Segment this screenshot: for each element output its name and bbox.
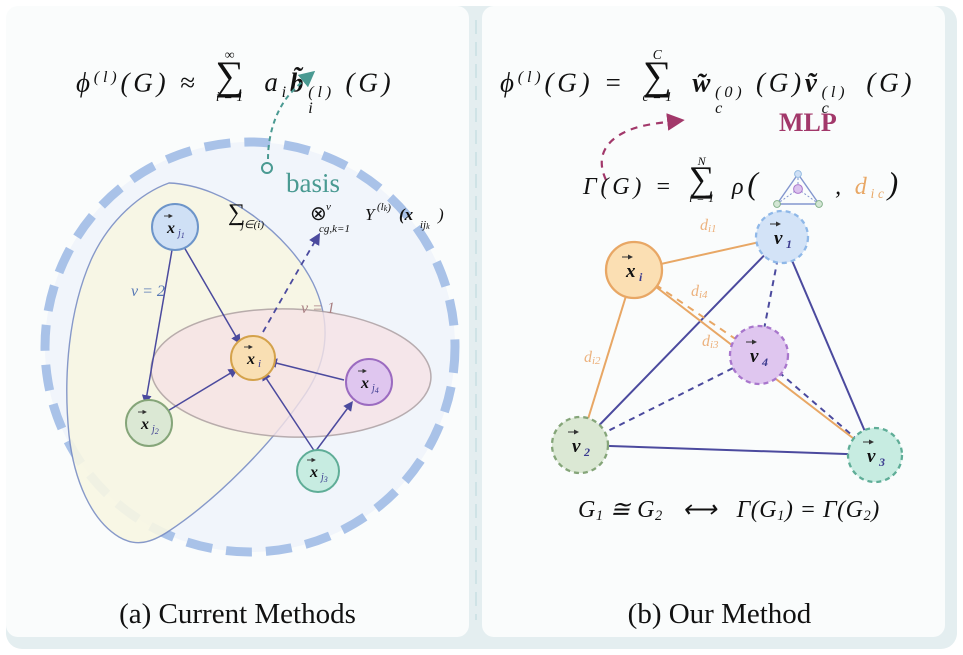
svg-text:x: x bbox=[246, 351, 255, 368]
svg-text:v: v bbox=[867, 446, 876, 467]
svg-text:x: x bbox=[625, 261, 636, 282]
svg-text:i: i bbox=[258, 358, 261, 370]
svg-text:x: x bbox=[360, 375, 369, 392]
svg-text:v: v bbox=[750, 346, 759, 367]
svg-text:di1: di1 bbox=[700, 217, 717, 235]
svg-text:v: v bbox=[774, 228, 783, 249]
svg-text:ν = 2: ν = 2 bbox=[131, 283, 165, 300]
svg-text:basis: basis bbox=[286, 168, 340, 198]
svg-text:x: x bbox=[309, 464, 318, 481]
svg-text:di4: di4 bbox=[691, 283, 708, 301]
svg-text:x: x bbox=[166, 220, 175, 237]
svg-text:j∈𝒭(i): j∈𝒭(i) bbox=[239, 219, 264, 231]
svg-text:ijk: ijk bbox=[420, 219, 430, 231]
svg-text:v: v bbox=[572, 436, 581, 457]
svg-text:4: 4 bbox=[761, 355, 768, 369]
svg-text:): ) bbox=[437, 205, 444, 224]
svg-text:di3: di3 bbox=[702, 333, 719, 351]
svg-text:ν: ν bbox=[326, 201, 331, 213]
svg-text:2: 2 bbox=[583, 445, 590, 459]
svg-text:1: 1 bbox=[786, 237, 792, 251]
svg-text:cg,k=1: cg,k=1 bbox=[319, 223, 350, 235]
svg-text:⊗: ⊗ bbox=[310, 203, 327, 225]
svg-text:ν = 1: ν = 1 bbox=[301, 300, 335, 317]
svg-text:3: 3 bbox=[878, 455, 885, 469]
svg-text:Y: Y bbox=[365, 205, 376, 224]
svg-text:di2: di2 bbox=[584, 349, 601, 367]
svg-text:x: x bbox=[140, 416, 149, 433]
